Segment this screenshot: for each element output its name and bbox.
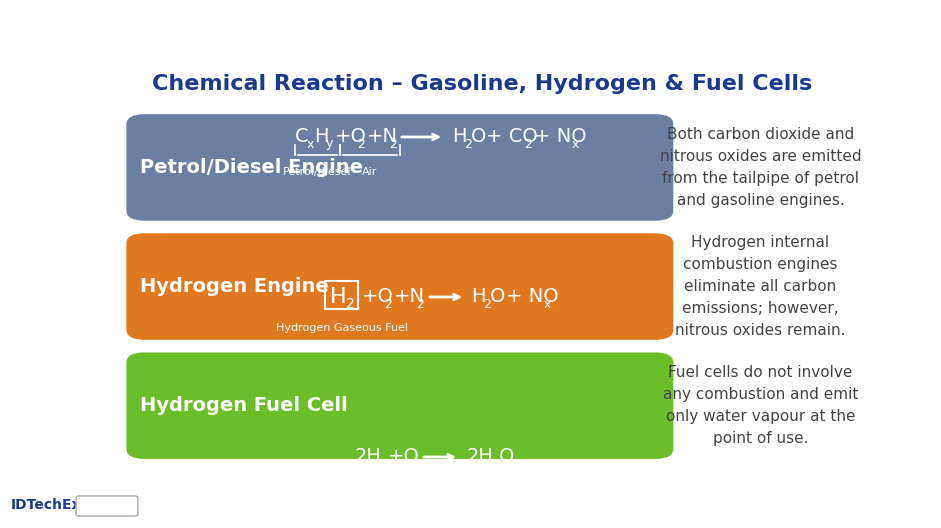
Text: 2: 2 (416, 297, 423, 310)
Text: 2: 2 (384, 297, 391, 310)
Text: + NO: + NO (534, 127, 586, 146)
Text: H: H (330, 287, 346, 307)
Text: 2: 2 (464, 137, 471, 150)
Text: 2H: 2H (467, 448, 494, 467)
FancyBboxPatch shape (126, 352, 674, 459)
Text: + CO: + CO (486, 127, 537, 146)
Text: 2: 2 (491, 457, 499, 470)
Text: Air: Air (362, 167, 377, 177)
Text: Hydrogen Gaseous Fuel: Hydrogen Gaseous Fuel (276, 323, 407, 333)
Text: 2: 2 (379, 457, 387, 470)
Text: 2H: 2H (355, 448, 382, 467)
Text: +O: +O (335, 127, 367, 146)
Text: 2: 2 (410, 457, 418, 470)
FancyBboxPatch shape (126, 233, 674, 340)
Text: 2: 2 (389, 137, 397, 150)
Text: Research: Research (81, 501, 133, 511)
Text: Chemical Reaction – Gasoline, Hydrogen & Fuel Cells: Chemical Reaction – Gasoline, Hydrogen &… (152, 73, 812, 93)
Text: x: x (572, 137, 580, 150)
Text: y: y (326, 137, 333, 150)
Text: +O: +O (362, 288, 394, 306)
Text: O: O (499, 448, 515, 467)
Text: x: x (307, 137, 314, 150)
Text: Hydrogen internal
combustion engines
eliminate all carbon
emissions; however,
ni: Hydrogen internal combustion engines eli… (676, 234, 846, 338)
Text: Hydrogen Engine: Hydrogen Engine (139, 277, 328, 296)
Text: Petrol/Diesel Engine: Petrol/Diesel Engine (139, 158, 362, 177)
Text: Petrol/diesel: Petrol/diesel (283, 167, 352, 177)
Text: C: C (295, 127, 309, 146)
Text: H: H (471, 288, 486, 306)
Text: O: O (490, 288, 505, 306)
Text: 2: 2 (346, 297, 355, 311)
Text: Hydrogen Fuel Cell: Hydrogen Fuel Cell (139, 396, 347, 415)
Text: +O: +O (388, 448, 420, 467)
Text: +N: +N (367, 127, 398, 146)
Text: Both carbon dioxide and
nitrous oxides are emitted
from the tailpipe of petrol
a: Both carbon dioxide and nitrous oxides a… (660, 127, 861, 208)
Text: IDTechEx: IDTechEx (11, 498, 82, 512)
Text: 2: 2 (357, 137, 365, 150)
Text: +N: +N (394, 288, 425, 306)
FancyBboxPatch shape (126, 114, 674, 221)
Text: 2: 2 (524, 137, 532, 150)
Text: O: O (471, 127, 486, 146)
Text: H: H (314, 127, 328, 146)
Text: H: H (452, 127, 467, 146)
Text: x: x (544, 297, 551, 310)
Text: + NO: + NO (506, 288, 559, 306)
Text: 2: 2 (483, 297, 491, 310)
Text: Fuel cells do not involve
any combustion and emit
only water vapour at the
point: Fuel cells do not involve any combustion… (662, 365, 858, 447)
